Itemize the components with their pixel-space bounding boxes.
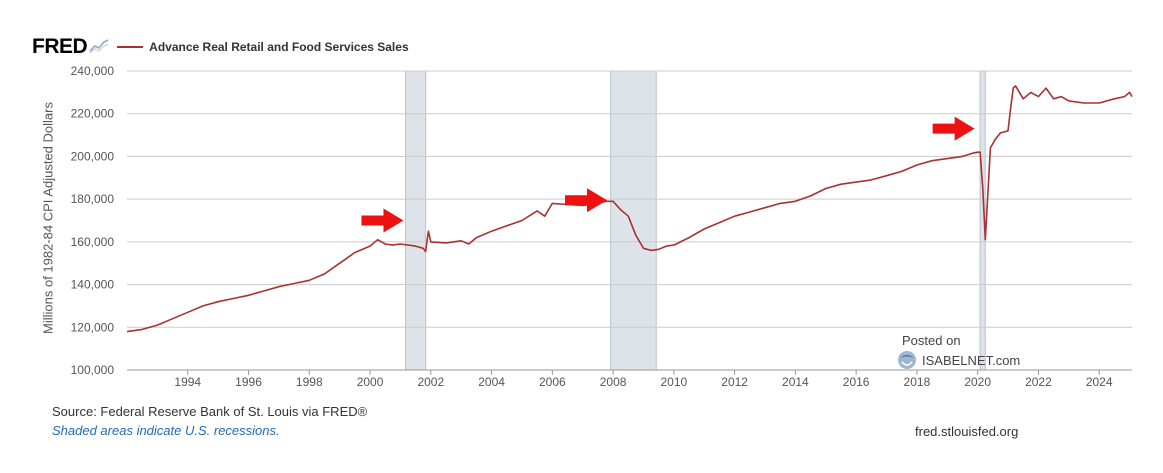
watermark-site: ISABELNET.com (922, 352, 1021, 368)
watermark: ISABELNET.com (896, 349, 1020, 371)
y-tick-label: 240,000 (71, 64, 115, 78)
recession-band-0 (405, 70, 427, 371)
x-tick-label: 2024 (1086, 375, 1113, 389)
y-tick-label: 140,000 (71, 278, 115, 292)
line-chart: 100,000 120,000 140,000 160,000 180,000 200,0… (71, 64, 1133, 389)
x-tick-label: 1994 (174, 375, 201, 389)
x-tick-label: 2002 (417, 375, 444, 389)
annotation-arrows (361, 116, 975, 233)
legend-swatch (117, 46, 144, 48)
watermark-posted: Posted on (902, 333, 961, 348)
y-tick-label: 100,000 (71, 363, 115, 377)
chart-header: FRED Advance Real Retail and Food Servic… (32, 34, 409, 60)
recession-note: Shaded areas indicate U.S. recessions. (52, 423, 280, 438)
x-tick-labels: 1994 1996 1998 2000 2002 2004 2006 2008 2010 2012… (174, 370, 1113, 389)
x-tick-label: 1996 (235, 375, 262, 389)
x-tick-label: 2022 (1025, 375, 1052, 389)
source-note: Source: Federal Reserve Bank of St. Loui… (52, 404, 368, 419)
fred-url: fred.stlouisfed.org (915, 424, 1019, 439)
legend-label: Advance Real Retail and Food Services Sa… (149, 40, 409, 54)
y-tick-label: 160,000 (71, 235, 115, 249)
y-tick-label: 220,000 (71, 107, 115, 121)
x-tick-label: 2006 (539, 375, 566, 389)
red-arrow-icon (565, 188, 608, 213)
recession-band-1 (610, 70, 657, 371)
series-line-retail-sales (126, 85, 1133, 333)
grid-lines (127, 70, 1132, 371)
x-tick-label: 1998 (296, 375, 323, 389)
y-tick-label: 180,000 (71, 192, 115, 206)
x-tick-label: 2018 (904, 375, 931, 389)
x-tick-label: 2016 (843, 375, 870, 389)
red-arrow-icon (932, 116, 975, 141)
x-tick-label: 2008 (600, 375, 627, 389)
y-tick-labels: 100,000 120,000 140,000 160,000 180,000 200,0… (71, 64, 115, 377)
series-line (126, 85, 1133, 333)
recession-shading (405, 70, 986, 371)
x-tick-label: 2020 (964, 375, 991, 389)
fred-logo: FRED (32, 35, 88, 58)
x-tick-label: 2000 (357, 375, 384, 389)
x-tick-label: 2004 (478, 375, 505, 389)
y-tick-label: 120,000 (71, 320, 115, 334)
x-tick-label: 2010 (661, 375, 688, 389)
x-tick-label: 2014 (782, 375, 809, 389)
fred-graph-icon (89, 39, 109, 54)
x-tick-label: 2012 (721, 375, 748, 389)
red-arrow-icon (361, 208, 404, 233)
isabelnet-logo-icon (898, 351, 916, 369)
y-tick-label: 200,000 (71, 149, 115, 163)
